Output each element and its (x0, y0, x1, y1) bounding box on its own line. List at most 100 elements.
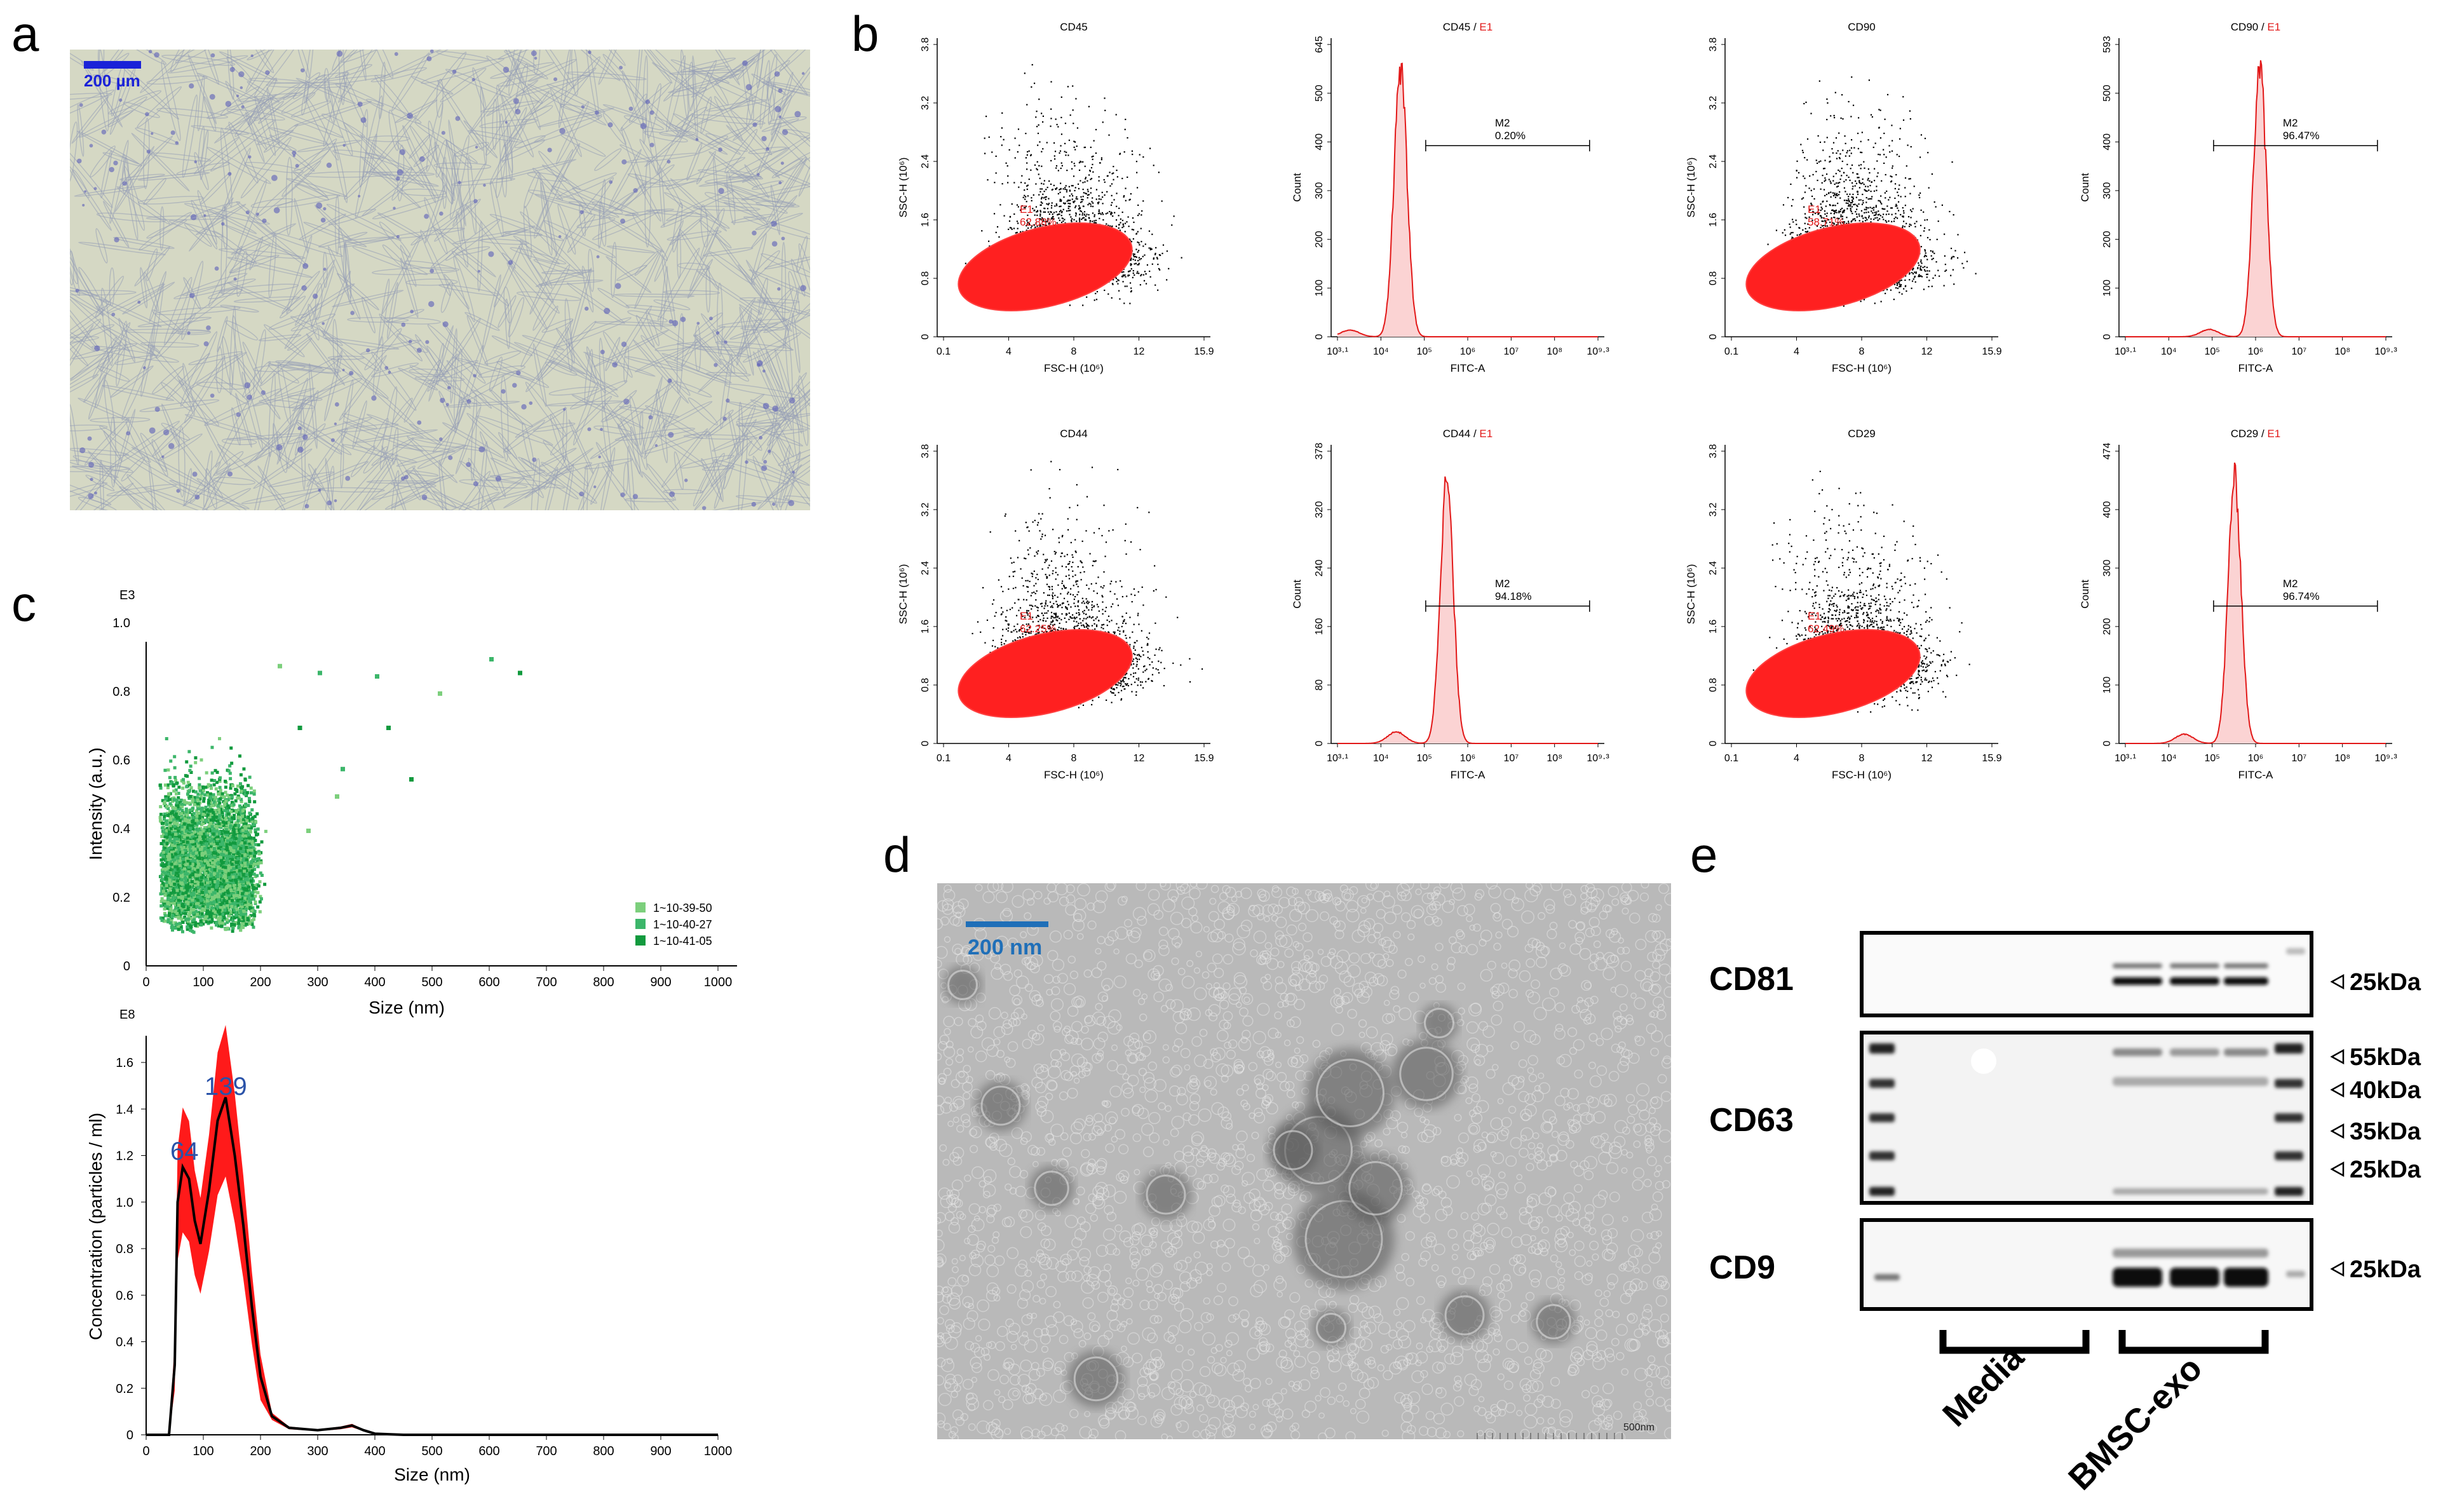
gate-label: E1 (1808, 610, 1821, 622)
blot-label-cd81: CD81 (1709, 961, 1794, 998)
marker-arrow-icon (2330, 973, 2345, 990)
y-tick-label: 0 (1708, 334, 1719, 339)
flow-xlabel: FITC-A (2238, 769, 2273, 781)
x-tick-label: 10³·¹ (1327, 753, 1348, 764)
flow-plot-title: CD90 / E1 (2231, 21, 2280, 33)
x-tick-label: 400 (364, 975, 385, 989)
blot-box-cd63 (1860, 1031, 2313, 1205)
y-tick-label: 0.8 (116, 1242, 133, 1256)
y-tick-label: 0.2 (116, 1382, 133, 1396)
y-tick-label: 200 (1314, 231, 1325, 248)
blot-box-cd81 (1860, 931, 2313, 1017)
histogram-curve (2125, 462, 2386, 744)
flow-xlabel: FSC-H (10⁶) (1832, 362, 1892, 374)
panel-label-c: c (11, 575, 36, 633)
flow-plot-cd44-scatter: CD44 0.1 4 8 12 15.9 0 0.8 1.6 2.4 3.2 3.8 FSC-H (10… (897, 428, 1214, 781)
flow-plot-title: CD29 / E1 (2231, 428, 2280, 440)
y-tick-label: 378 (1314, 443, 1325, 460)
y-tick-label: 80 (1314, 679, 1325, 691)
tem-image: 200 nm 500nm (937, 883, 1671, 1439)
bracket-bmsc-exo (2118, 1330, 2269, 1354)
y-tick-label: 320 (1314, 501, 1325, 519)
gate-label: E1 (1020, 203, 1033, 215)
x-tick-label: 4 (1006, 346, 1012, 357)
nta-scatter-plot: 0 100 200 300 400 500 600 700 800 900 1000 0 0.2 0.4 0… (86, 588, 737, 1017)
nta-plots: 0 100 200 300 400 500 600 700 800 900 100000.20.40… (86, 588, 737, 1484)
flow-xlabel: FSC-H (10⁶) (1044, 362, 1104, 374)
flow-xlabel: FITC-A (2238, 362, 2273, 374)
y-tick-label: 593 (2102, 36, 2113, 53)
y-tick-label: 300 (2102, 560, 2113, 577)
nta-concentration-plot: 0 100 200 300 400 500 600 700 800 900 1000 0 0.2 0.4 0… (86, 1008, 732, 1484)
marker-percent: 96.47% (2283, 130, 2320, 142)
y-tick-label: 0.2 (112, 891, 130, 905)
peak-label-64: 64 (170, 1137, 199, 1165)
y-tick-label: 3.2 (920, 96, 931, 110)
flow-ylabel: SSC-H (10⁶) (1685, 564, 1697, 625)
flow-xlabel: FSC-H (10⁶) (1044, 769, 1104, 781)
y-tick-label: 0 (1314, 334, 1325, 339)
y-tick-label: 100 (1314, 280, 1325, 297)
x-tick-label: 15.9 (1194, 753, 1214, 764)
x-tick-label: 10⁹·³ (2374, 346, 2397, 357)
flow-xlabel: FITC-A (1451, 769, 1486, 781)
marker-arrow-icon (2330, 1161, 2345, 1177)
y-tick-label: 0.8 (1708, 678, 1719, 692)
y-tick-label: 1.0 (116, 1196, 133, 1210)
x-tick-label: 10⁷ (2292, 753, 2307, 764)
y-tick-label: 2.4 (920, 154, 931, 168)
y-tick-label: 300 (2102, 182, 2113, 200)
gate-percent: 62.49% (1808, 623, 1845, 635)
flow-plot-cd29-histogram: CD29 / E1 10³·¹ 10⁴ 10⁵ 10⁶ 10⁷ 10⁸ 10⁹·³ 0 100 20… (2079, 428, 2397, 781)
y-tick-label: 2.4 (1708, 154, 1719, 168)
gate-e1 (958, 222, 1133, 312)
x-tick-label: 15.9 (1194, 346, 1214, 357)
flow-plot-title: CD44 / E1 (1443, 428, 1493, 440)
kda-marker-label: 25kDa (2350, 1156, 2421, 1183)
y-tick-label: 2.4 (920, 561, 931, 575)
histogram-curve (1337, 62, 1598, 337)
y-tick-label: 0.6 (112, 754, 130, 768)
x-tick-label: 10³·¹ (2115, 753, 2136, 764)
gate-e1 (1745, 222, 1921, 312)
marker-percent: 94.18% (1495, 590, 1532, 602)
marker-label: M2 (1495, 117, 1510, 129)
scale-bar-d (966, 921, 1048, 927)
x-tick-label: 600 (478, 1444, 499, 1458)
x-tick-label: 10⁸ (2334, 346, 2350, 357)
y-tick-label: 3.2 (920, 503, 931, 517)
x-tick-label: 0.1 (937, 346, 951, 357)
x-tick-label: 15.9 (1982, 753, 2001, 764)
marker-percent: 0.20% (1495, 130, 1526, 142)
scale-bar-d-label: 200 nm (968, 935, 1042, 960)
group-label-bmsc-exo: BMSC-exo (2061, 1349, 2209, 1492)
bracket-media (1939, 1330, 2090, 1354)
y-tick-label: 1.6 (1708, 620, 1719, 634)
histogram-curve (2125, 60, 2386, 337)
flow-ylabel: Count (1291, 580, 1303, 609)
x-tick-label: 12 (1134, 346, 1145, 357)
gate-label: E1 (1808, 203, 1821, 215)
x-tick-label: 10⁵ (2204, 753, 2219, 764)
flow-ylabel: Count (1291, 173, 1303, 202)
scale-bar-a-label: 200 µm (84, 71, 140, 91)
flow-ylabel: SSC-H (10⁶) (1685, 158, 1697, 218)
y-tick-label: 3.8 (920, 444, 931, 458)
y-tick-label: 0 (123, 960, 130, 973)
flow-plot-title: CD45 / E1 (1443, 21, 1493, 33)
blot-label-cd9: CD9 (1709, 1249, 1775, 1286)
histogram-curve (1337, 476, 1598, 744)
kda-marker-label: 25kDa (2350, 969, 2421, 996)
x-tick-label: 700 (536, 1444, 557, 1458)
y-tick-label: 3.8 (1708, 444, 1719, 458)
x-tick-label: 200 (250, 1444, 271, 1458)
x-tick-label: 10⁴ (2161, 346, 2177, 357)
x-tick-label: 600 (478, 975, 499, 989)
flow-ylabel: Count (2079, 580, 2091, 609)
y-tick-label: 400 (2102, 133, 2113, 151)
y-tick-label: 0.8 (920, 271, 931, 285)
flow-plot-title: CD45 (1060, 21, 1087, 33)
y-tick-label: 300 (1314, 182, 1325, 200)
marker-label: M2 (1495, 578, 1510, 590)
x-tick-label: 10⁵ (1416, 753, 1432, 764)
